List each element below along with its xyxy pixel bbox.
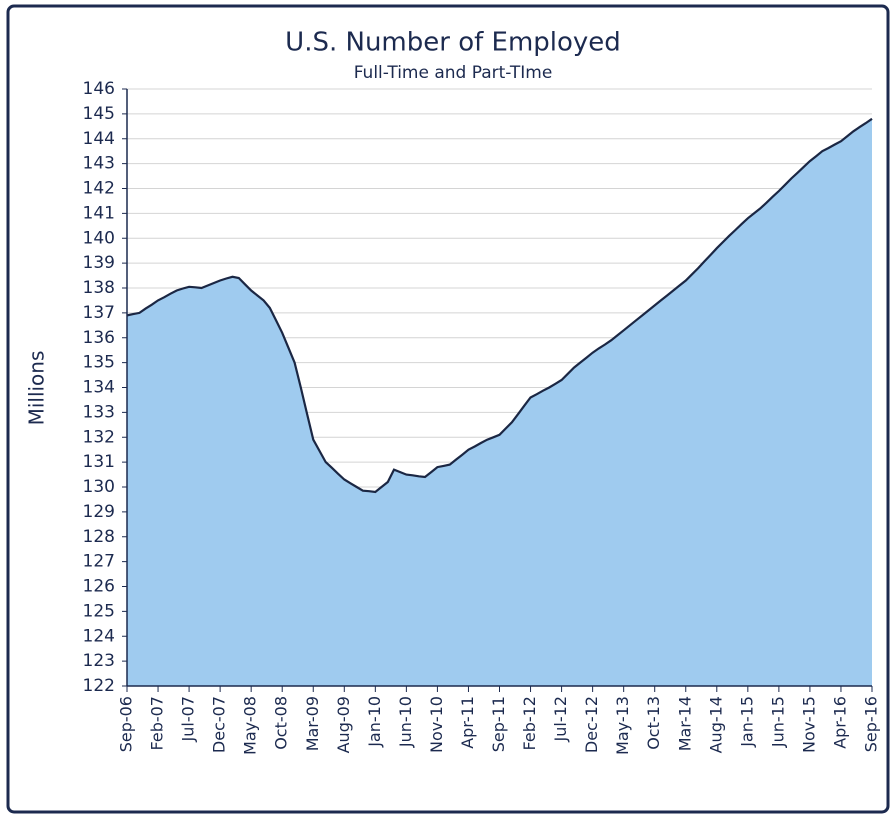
x-tick-label: Sep-16	[862, 696, 881, 752]
y-tick-label: 136	[83, 328, 115, 348]
x-tick-label: Jun-15	[768, 696, 787, 748]
y-tick-label: 127	[83, 552, 115, 572]
y-tick-label: 143	[83, 154, 115, 174]
x-tick-label: Mar-09	[303, 696, 322, 751]
area	[127, 118, 872, 687]
x-tick-label: Dec-07	[210, 696, 229, 753]
y-tick-label: 129	[83, 502, 115, 522]
x-tick-label: Jan-10	[365, 696, 384, 748]
x-tick-label: Sep-06	[117, 696, 136, 752]
y-tick-label: 139	[83, 253, 115, 273]
y-tick-label: 122	[83, 676, 115, 696]
y-tick-label: 135	[83, 353, 115, 373]
chart-title: U.S. Number of Employed	[285, 28, 621, 58]
x-tick-label: Dec-12	[582, 696, 601, 753]
y-tick-label: 126	[83, 577, 115, 597]
x-tick-label: Feb-12	[520, 696, 539, 750]
x-tick-label: Apr-11	[458, 696, 477, 749]
x-tick-label: Nov-10	[427, 696, 446, 753]
y-tick-label: 125	[83, 601, 115, 621]
x-tick-label: May-13	[613, 696, 632, 755]
x-tick-label: Aug-14	[706, 696, 725, 753]
y-tick-label: 146	[83, 79, 115, 99]
y-tick-label: 138	[83, 278, 115, 298]
y-tick-label: 141	[83, 203, 115, 223]
x-tick-label: Mar-14	[675, 696, 694, 751]
x-tick-label: May-08	[241, 696, 260, 755]
y-tick-label: 137	[83, 303, 115, 323]
y-axis-label: Millions	[25, 351, 49, 426]
x-tick-label: Jul-07	[179, 696, 198, 742]
x-tick-label: Oct-13	[644, 696, 663, 750]
x-tick-label: Apr-16	[830, 696, 849, 749]
chart-subtitle: Full-Time and Part-TIme	[354, 63, 553, 83]
y-tick-label: 142	[83, 179, 115, 199]
y-tick-label: 132	[83, 427, 115, 447]
x-tick-label: Jul-12	[551, 696, 570, 742]
x-tick-label: Nov-15	[799, 696, 818, 753]
y-tick-label: 140	[83, 228, 115, 248]
x-tick-label: Jan-15	[737, 696, 756, 748]
line	[126, 117, 873, 494]
x-tick-label: Oct-08	[272, 696, 291, 750]
y-tick-label: 134	[83, 378, 115, 398]
x-tick-label: Feb-07	[148, 696, 167, 750]
y-tick-label: 130	[83, 477, 115, 497]
y-tick-label: 145	[83, 104, 115, 124]
x-tick-label: Jun-10	[396, 696, 415, 748]
y-tick-label: 144	[83, 129, 115, 149]
x-tick-label: Aug-09	[334, 696, 353, 753]
y-tick-label: 123	[83, 651, 115, 671]
y-tick-label: 131	[83, 452, 115, 472]
y-tick-label: 124	[83, 626, 115, 646]
x-tick-label: Sep-11	[489, 696, 508, 752]
y-tick-label: 128	[83, 527, 115, 547]
y-tick-label: 133	[83, 402, 115, 422]
